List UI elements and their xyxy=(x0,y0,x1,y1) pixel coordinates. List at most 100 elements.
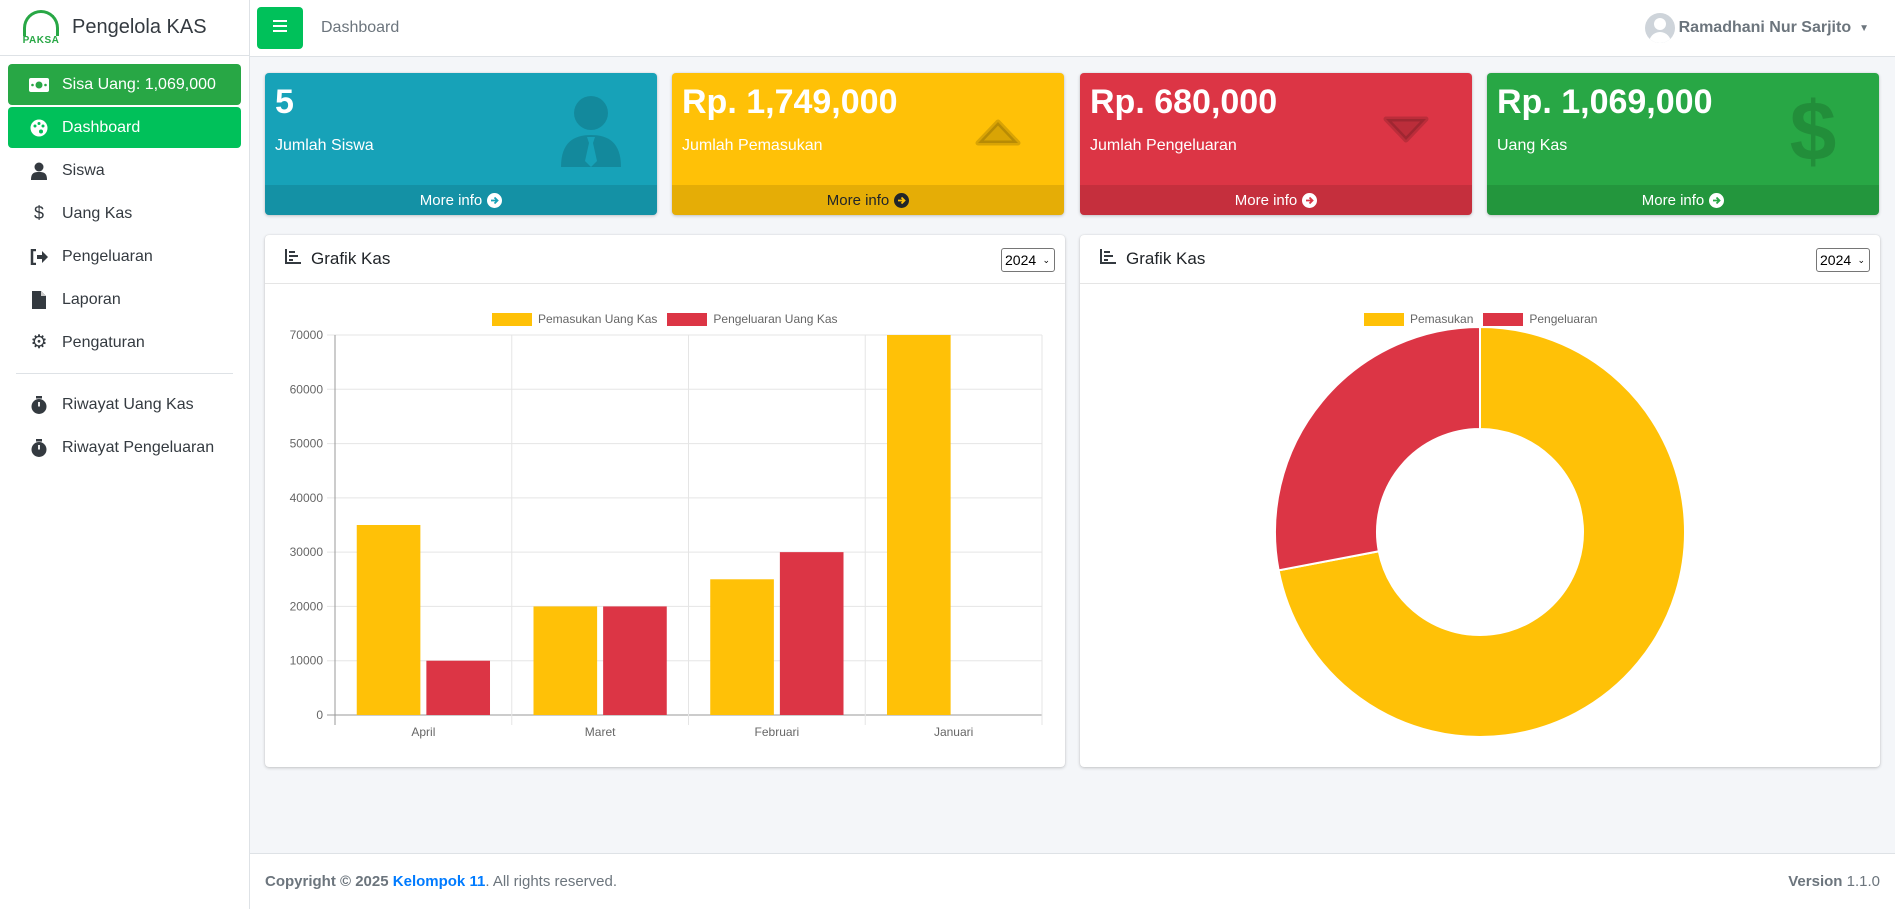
legend-item[interactable]: Pemasukan Uang Kas xyxy=(492,312,657,326)
caret-down-icon: ▼ xyxy=(1859,22,1869,34)
y-tick-label: 50000 xyxy=(290,437,324,451)
y-tick-label: 10000 xyxy=(290,654,324,668)
chevron-down-icon: ⌄ xyxy=(1857,254,1865,265)
user-name: Ramadhani Nur Sarjito xyxy=(1678,19,1852,36)
more-info-link[interactable]: More info xyxy=(1487,185,1879,215)
brand-name: Pengelola KAS xyxy=(72,16,207,38)
arrow-circle-right-icon xyxy=(1302,192,1318,208)
copyright-text: Copyright © 2025 xyxy=(265,873,389,890)
user-tie-icon xyxy=(551,91,631,171)
version-info: Version 1.1.0 xyxy=(1788,873,1880,890)
chart-bar-icon xyxy=(1100,249,1116,269)
bar xyxy=(710,579,774,715)
chart-bar-icon xyxy=(285,249,301,269)
arrow-circle-right-icon xyxy=(1709,192,1725,208)
x-tick-label: April xyxy=(411,725,435,739)
sidebar: PAKSA Pengelola KAS Sisa Uang: 1,069,000… xyxy=(0,0,250,909)
more-info-link[interactable]: More info xyxy=(1080,185,1472,215)
palette-icon xyxy=(28,119,50,137)
bar xyxy=(426,660,491,715)
chevron-down-icon: ⌄ xyxy=(1042,254,1050,265)
y-tick-label: 40000 xyxy=(290,491,324,505)
legend-item[interactable]: Pengeluaran Uang Kas xyxy=(667,312,838,326)
rights-text: . All rights reserved. xyxy=(485,873,618,890)
bar xyxy=(779,552,844,715)
more-info-link[interactable]: More info xyxy=(265,185,657,215)
y-tick-label: 60000 xyxy=(290,382,324,396)
year-select-value: 2024 xyxy=(1820,252,1852,268)
page-footer: Copyright © 2025 Kelompok 11. All rights… xyxy=(250,853,1895,909)
version-number: 1.1.0 xyxy=(1846,873,1880,890)
bar xyxy=(356,525,421,715)
money-bill-icon xyxy=(28,77,50,92)
box-value: Rp. 1,069,000 xyxy=(1497,83,1713,121)
sidebar-item-label: Pengaturan xyxy=(62,333,145,351)
box-label: Uang Kas xyxy=(1497,137,1568,154)
dollar-icon: $ xyxy=(33,203,44,223)
sidebar-nav: Sisa Uang: 1,069,000 Dashboard Siswa $ U… xyxy=(0,56,249,478)
box-value: Rp. 680,000 xyxy=(1090,83,1278,121)
more-info-label: More info xyxy=(1641,191,1705,209)
card-title: Grafik Kas xyxy=(311,249,391,268)
more-info-label: More info xyxy=(419,191,483,209)
x-tick-label: Maret xyxy=(585,725,616,739)
pie-slice xyxy=(1274,325,1481,572)
hamburger-icon xyxy=(273,19,287,37)
year-select[interactable]: 2024 ⌄ xyxy=(1001,248,1055,272)
more-info-label: More info xyxy=(826,191,890,209)
brand-logo-text: PAKSA xyxy=(22,34,60,46)
sidebar-item-dashboard[interactable]: Dashboard xyxy=(8,107,241,148)
brand[interactable]: PAKSA Pengelola KAS xyxy=(0,0,249,56)
brand-logo: PAKSA xyxy=(18,8,64,48)
more-info-label: More info xyxy=(1234,191,1298,209)
version-label: Version xyxy=(1788,873,1843,890)
sidebar-item-laporan[interactable]: Laporan xyxy=(8,279,241,320)
box-jumlah-pengeluaran: Rp. 680,000 Jumlah Pengeluaran More info xyxy=(1080,73,1472,215)
sidebar-item-riwayat-pengeluaran[interactable]: Riwayat Pengeluaran xyxy=(8,427,241,468)
year-select[interactable]: 2024 ⌄ xyxy=(1816,248,1870,272)
sidebar-item-pengeluaran[interactable]: Pengeluaran xyxy=(8,236,241,277)
sidebar-divider xyxy=(16,373,233,374)
sign-out-icon xyxy=(28,248,50,265)
caret-up-icon xyxy=(958,91,1038,171)
legend-label: Pengeluaran Uang Kas xyxy=(713,312,838,326)
legend-item[interactable]: Pemasukan xyxy=(1364,312,1473,326)
caret-down-icon xyxy=(1366,91,1446,171)
sidebar-item-label: Uang Kas xyxy=(62,204,133,222)
balance-label: Sisa Uang: 1,069,000 xyxy=(62,75,216,93)
gear-icon: ⚙ xyxy=(30,332,48,353)
avatar xyxy=(1644,13,1675,43)
more-info-link[interactable]: More info xyxy=(672,185,1064,215)
x-tick-label: Februari xyxy=(755,725,800,739)
stopwatch-icon xyxy=(28,395,50,414)
user-menu[interactable]: Ramadhani Nur Sarjito ▼ xyxy=(1644,13,1869,43)
y-tick-label: 70000 xyxy=(290,328,324,342)
bar-chart: 0 10000 20000 30000 40000 50000 60000 70000 Apri… xyxy=(290,328,1043,739)
team-link[interactable]: Kelompok 11 xyxy=(392,873,486,890)
chart-legend: Pemasukan Uang Kas Pengeluaran Uang Kas xyxy=(492,312,848,326)
sidebar-item-riwayat-uang-kas[interactable]: Riwayat Uang Kas xyxy=(8,384,241,425)
bar-chart-card: Grafik Kas 2024 ⌄ Pemasukan Uang Kas Pen… xyxy=(265,235,1065,767)
menu-toggle-button[interactable] xyxy=(257,7,303,49)
box-uang-kas: Rp. 1,069,000 Uang Kas $ More info xyxy=(1487,73,1879,215)
sidebar-item-label: Riwayat Pengeluaran xyxy=(62,438,215,456)
breadcrumb[interactable]: Dashboard xyxy=(321,19,400,36)
sidebar-item-pengaturan[interactable]: ⚙ Pengaturan xyxy=(8,322,241,363)
sidebar-item-uang-kas[interactable]: $ Uang Kas xyxy=(8,193,241,234)
stopwatch-icon xyxy=(28,438,50,457)
card-header: Grafik Kas 2024 ⌄ xyxy=(1080,235,1880,284)
legend-label: Pemasukan xyxy=(1410,312,1474,326)
sidebar-item-siswa[interactable]: Siswa xyxy=(8,150,241,191)
bar xyxy=(533,606,598,715)
y-tick-label: 20000 xyxy=(290,599,324,613)
dollar-sign-icon: $ xyxy=(1789,83,1837,178)
box-value: 5 xyxy=(275,83,294,121)
card-title: Grafik Kas xyxy=(1126,249,1206,268)
pie-slice xyxy=(1277,325,1686,738)
chart-legend: Pemasukan Pengeluaran xyxy=(1364,312,1607,326)
box-value: Rp. 1,749,000 xyxy=(682,83,898,121)
doughnut-chart xyxy=(1274,325,1686,738)
balance-badge[interactable]: Sisa Uang: 1,069,000 xyxy=(8,64,241,105)
card-header: Grafik Kas 2024 ⌄ xyxy=(265,235,1065,284)
legend-item[interactable]: Pengeluaran xyxy=(1483,312,1597,326)
